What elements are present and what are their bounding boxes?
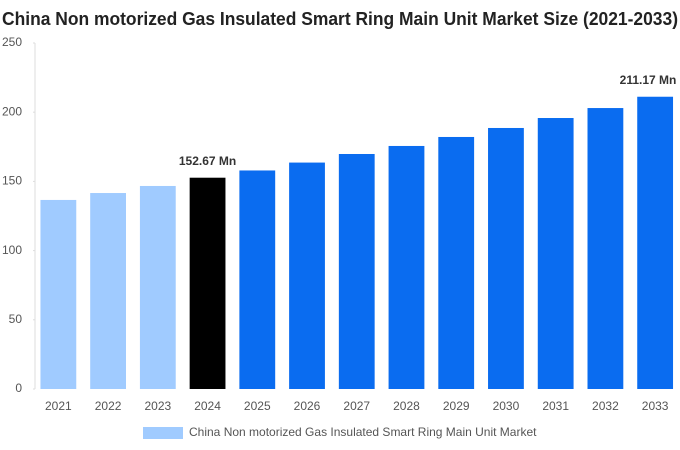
bar (388, 145, 425, 389)
x-tick-label: 2030 (493, 399, 520, 413)
value-label: 152.67 Mn (179, 154, 236, 168)
value-label: 211.17 Mn (620, 73, 677, 87)
y-tick-label: 100 (2, 243, 22, 257)
bar (587, 108, 624, 389)
bar (189, 177, 226, 389)
y-tick-label: 0 (15, 381, 22, 395)
x-tick-label: 2032 (592, 399, 619, 413)
bar (488, 127, 524, 389)
bar (90, 193, 126, 389)
bar (338, 153, 375, 389)
bar (537, 118, 574, 389)
bar (438, 136, 475, 389)
x-tick-label: 2026 (294, 399, 321, 413)
x-tick-label: 2027 (343, 399, 370, 413)
legend-label: China Non motorized Gas Insulated Smart … (189, 425, 537, 439)
x-tick-label: 2022 (95, 399, 122, 413)
x-tick-label: 2029 (443, 399, 470, 413)
x-tick-label: 2025 (244, 399, 271, 413)
x-tick-label: 2028 (393, 399, 420, 413)
y-tick-label: 50 (9, 312, 23, 326)
bar (289, 162, 325, 389)
bar (637, 96, 674, 389)
chart-title: China Non motorized Gas Insulated Smart … (2, 9, 678, 29)
x-tick-label: 2023 (144, 399, 171, 413)
bar (139, 185, 176, 389)
legend-swatch (143, 427, 183, 439)
bar (40, 199, 77, 389)
x-tick-label: 2033 (642, 399, 669, 413)
y-tick-label: 250 (2, 35, 22, 49)
x-tick-label: 2024 (194, 399, 221, 413)
y-tick-label: 200 (2, 104, 22, 118)
bar (239, 170, 276, 389)
y-tick-label: 150 (2, 174, 22, 188)
x-tick-label: 2031 (542, 399, 569, 413)
x-tick-label: 2021 (45, 399, 72, 413)
